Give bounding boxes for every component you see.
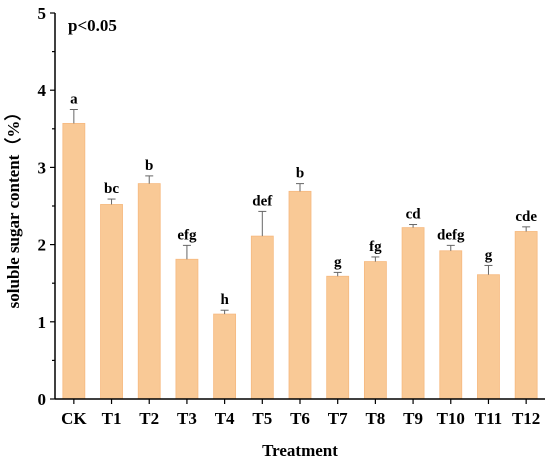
p-value-annotation: p<0.05 — [68, 16, 117, 35]
bar-T1 — [100, 204, 123, 400]
bar-CK — [62, 122, 86, 400]
x-tick-label-T11: T11 — [475, 409, 502, 428]
x-tick-label-T2: T2 — [139, 409, 159, 428]
x-tick-label-T1: T1 — [102, 409, 122, 428]
bar-T4 — [213, 313, 237, 400]
significance-label-T4: h — [220, 292, 229, 308]
x-tick-label-T6: T6 — [290, 409, 310, 428]
significance-label-T10: defg — [437, 227, 465, 243]
x-tick-label-T5: T5 — [252, 409, 272, 428]
x-tick-label-T9: T9 — [403, 409, 423, 428]
y-tick-label-1: 1 — [38, 313, 47, 332]
x-tick-label-T8: T8 — [365, 409, 385, 428]
bar-T6 — [288, 190, 312, 400]
y-tick-label-3: 3 — [38, 158, 47, 177]
bar-T9 — [401, 227, 425, 400]
y-tick-label-4: 4 — [38, 81, 47, 100]
significance-label-T1: bc — [104, 181, 119, 197]
error-bars-layer — [69, 109, 531, 315]
x-tick-label-T12: T12 — [512, 409, 540, 428]
y-ticks-layer: 0 1 2 3 4 5 — [38, 4, 55, 409]
significance-label-T2: b — [145, 158, 153, 174]
x-tick-label-T4: T4 — [215, 409, 235, 428]
bar-T11 — [477, 274, 500, 400]
significance-label-T11: g — [485, 247, 493, 263]
bar-T2 — [137, 183, 161, 400]
significance-label-T7: g — [334, 254, 342, 270]
significance-label-T8: fg — [369, 239, 382, 255]
significance-label-T5: def — [252, 193, 273, 209]
x-tick-label-T10: T10 — [437, 409, 465, 428]
bar-T7 — [326, 275, 350, 400]
bar-T5 — [250, 235, 274, 400]
significance-label-CK: a — [70, 92, 78, 108]
x-axis-title: Treatment — [262, 441, 338, 460]
x-ticks-layer: CK T1 T2 T3 T4 T5 T6 T7 T8 T9 T10 T11 T12 — [61, 399, 540, 428]
y-tick-label-5: 5 — [38, 4, 47, 23]
x-tick-label-CK: CK — [61, 409, 87, 428]
x-tick-label-T3: T3 — [177, 409, 197, 428]
y-tick-label-2: 2 — [38, 236, 47, 255]
bar-T3 — [175, 258, 199, 400]
x-tick-label-T7: T7 — [328, 409, 348, 428]
significance-label-T9: cd — [406, 207, 422, 223]
significance-label-T6: b — [296, 166, 304, 182]
y-axis-title: soluble sugar content（%） — [3, 104, 23, 309]
bars-layer — [62, 122, 538, 400]
bar-T12 — [514, 231, 538, 400]
significance-label-T12: cde — [515, 209, 537, 225]
significance-label-T3: efg — [177, 227, 197, 243]
bar-T10 — [439, 250, 463, 400]
bar-T8 — [363, 261, 387, 400]
y-tick-label-0: 0 — [38, 390, 47, 409]
